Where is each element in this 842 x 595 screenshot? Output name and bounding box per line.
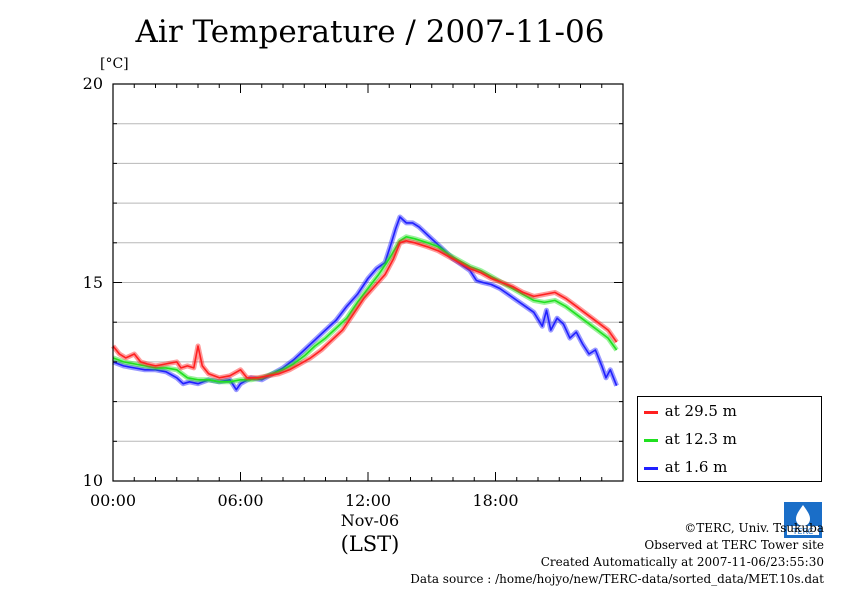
legend-label: at 12.3 m: [664, 430, 737, 448]
series-line: [112, 240, 618, 379]
y-tick-label: 20: [82, 74, 103, 93]
series-halo: [111, 238, 619, 381]
grid-layer: [113, 123, 623, 442]
x-tick-label: 00:00: [89, 491, 137, 510]
x-axis-date-label: Nov-06: [340, 511, 400, 530]
legend-item-12-3m: at 12.3 m: [644, 429, 737, 449]
x-tick-label: 06:00: [217, 491, 264, 510]
legend-item-1-6m: at 1.6 m: [644, 457, 727, 477]
x-axis-title: (LST): [340, 532, 400, 556]
series-halo: [112, 234, 619, 385]
footer-observed: Observed at TERC Tower site: [644, 538, 824, 552]
terc-logo: TERC: [784, 502, 822, 538]
series-layer: [111, 214, 619, 393]
legend-label: at 29.5 m: [664, 402, 737, 420]
y-tick-label: 10: [82, 471, 103, 490]
legend-swatch: [644, 466, 658, 470]
x-tick-label: 18:00: [472, 491, 519, 510]
footer-created: Created Automatically at 2007-11-06/23:5…: [540, 555, 824, 569]
chart-title: Air Temperature / 2007-11-06: [135, 14, 605, 50]
legend-swatch: [644, 410, 658, 414]
footer-copyright: ©TERC, Univ. Tsukuba: [684, 521, 824, 535]
svg-text:TERC: TERC: [792, 527, 814, 536]
legend-label: at 1.6 m: [664, 458, 728, 476]
x-tick-label: 12:00: [344, 491, 392, 510]
legend: at 29.5 m at 12.3 m at 1.6 m: [637, 396, 822, 482]
tick-layer: [112, 83, 624, 482]
legend-item-29-5m: at 29.5 m: [644, 401, 737, 421]
y-axis-unit-label: [°C]: [100, 56, 129, 72]
footer-source: Data source : /home/hojyo/new/TERC-data/…: [410, 572, 824, 586]
legend-swatch: [644, 438, 658, 442]
y-tick-label: 15: [82, 272, 103, 292]
series-line: [112, 236, 618, 383]
